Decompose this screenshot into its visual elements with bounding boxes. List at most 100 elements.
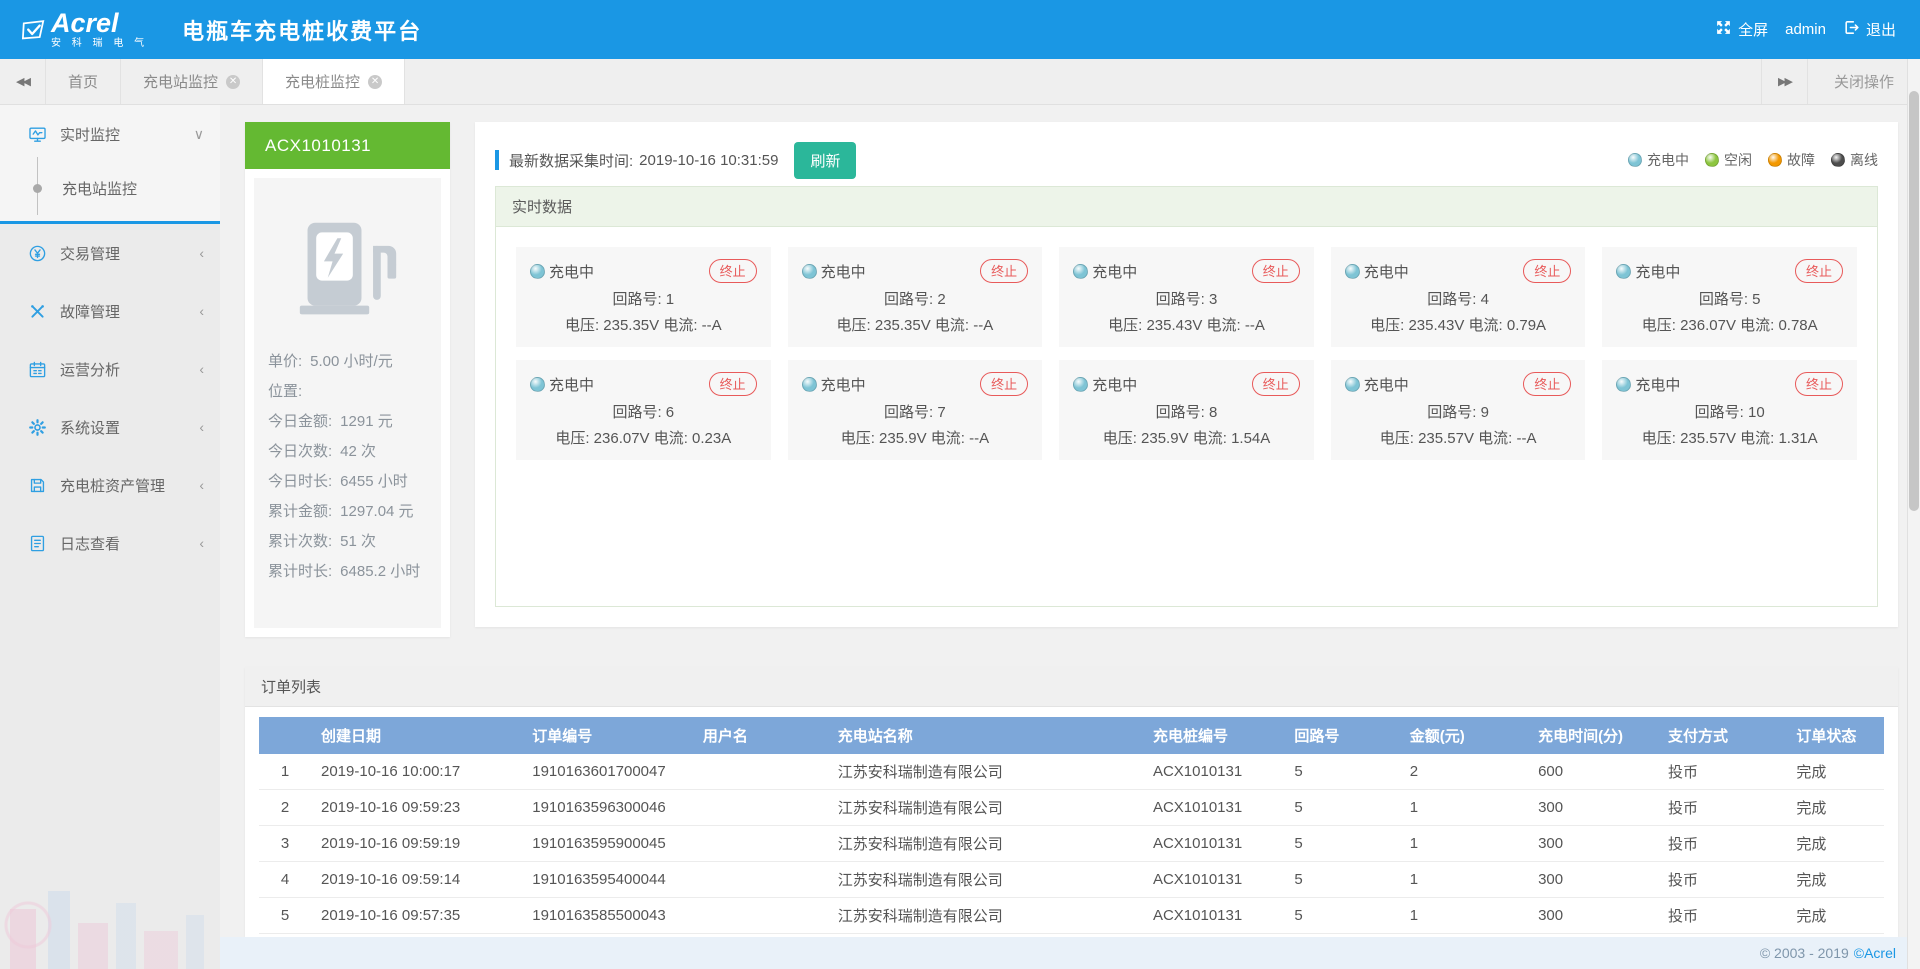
order-row[interactable]: 2 2019-10-16 09:59:23 1910163596300046 江苏安科… [259, 789, 1884, 826]
sidebar-item-system-settings[interactable]: 系统设置 ‹ [0, 398, 220, 456]
charging-status-icon [1628, 153, 1642, 167]
sidebar-item-label: 充电桩资产管理 [60, 477, 166, 495]
orders-table: 创建日期 订单编号 用户名 充电站名称 充电桩编号 回路号 金额(元) 充电时间(分) 支付方式… [259, 717, 1884, 934]
vertical-scrollbar[interactable] [1907, 59, 1920, 969]
device-stat: 今日次数: 42 次 [268, 437, 427, 467]
stat-value: 51 次 [340, 533, 377, 550]
terminate-button[interactable]: 终止 [708, 372, 757, 396]
stat-label: 今日次数: [268, 443, 333, 460]
tab-close-icon[interactable]: ✕ [368, 74, 383, 89]
sidebar-subitem-station-monitor[interactable]: 充电站监控 [0, 163, 220, 213]
charging-status-icon [801, 263, 817, 279]
fullscreen-icon [1715, 19, 1732, 40]
order-cell: 1 [259, 754, 311, 790]
brand-name: Acrel [51, 8, 119, 38]
sidebar-item-realtime-monitor[interactable]: 实时监控 ∨ [0, 105, 220, 163]
disk-icon [28, 475, 48, 495]
chevron-left-icon: ‹ [199, 419, 204, 435]
collect-time-label: 最新数据采集时间: [509, 152, 634, 170]
sidebar-item-label: 系统设置 [60, 419, 121, 437]
fullscreen-button[interactable]: 全屏 [1715, 19, 1768, 40]
calendar-icon [28, 359, 48, 379]
top-header: Acrel 安 科 瑞 电 气 电瓶车充电桩收费平台 全屏 admin 退出 [0, 0, 1920, 59]
logout-button[interactable]: 退出 [1843, 19, 1896, 40]
terminate-button[interactable]: 终止 [1794, 259, 1843, 283]
order-cell: 2 [1399, 754, 1529, 790]
sidebar-item-label: 实时监控 [60, 126, 121, 144]
legend-offline: 离线 [1831, 150, 1878, 170]
charging-status-label: 充电中 [1635, 263, 1681, 281]
device-stat: 累计金额: 1297.04 元 [268, 497, 427, 527]
page-title: 电瓶车充电桩收费平台 [182, 18, 423, 44]
circuit-number: 回路号: 4 [1427, 291, 1489, 308]
order-cell [692, 825, 828, 862]
terminate-button[interactable]: 终止 [1523, 259, 1572, 283]
sidebar-item-fault-mgmt[interactable]: 故障管理 ‹ [0, 282, 220, 340]
tab-close-icon[interactable]: ✕ [226, 74, 241, 89]
stat-label: 位置: [268, 383, 303, 400]
sidebar-item-label: 故障管理 [60, 303, 121, 321]
footer-brand-link[interactable]: ©Acrel [1853, 945, 1896, 961]
sidebar-item-log-view[interactable]: 日志查看 ‹ [0, 514, 220, 572]
order-row[interactable]: 1 2019-10-16 10:00:17 1910163601700047 江苏安科… [259, 754, 1884, 790]
charging-status-icon [1616, 263, 1632, 279]
orders-table-header: 创建日期 订单编号 用户名 充电站名称 充电桩编号 回路号 金额(元) 充电时间(分) 支付方式… [259, 717, 1884, 754]
circuit-number: 回路号: 1 [612, 291, 675, 308]
terminate-button[interactable]: 终止 [1523, 372, 1572, 396]
order-row[interactable]: 4 2019-10-16 09:59:14 1910163595400044 江苏安科… [259, 861, 1884, 898]
footer: © 2003 - 2019 ©Acrel [220, 937, 1920, 969]
terminate-button[interactable]: 终止 [1251, 372, 1300, 396]
orders-column-header: 金额(元) [1399, 717, 1529, 754]
order-cell: 江苏安科瑞制造有限公司 [827, 861, 1143, 898]
legend-label: 空闲 [1724, 152, 1752, 168]
logout-label: 退出 [1865, 22, 1896, 39]
legend-label: 充电中 [1647, 152, 1689, 168]
refresh-button[interactable]: 刷新 [794, 141, 857, 179]
order-row[interactable]: 3 2019-10-16 09:59:19 1910163595900045 江苏安科… [259, 825, 1884, 862]
gear-icon [28, 417, 48, 437]
tab-label: 首页 [68, 74, 99, 91]
voltage-current: 电压: 235.43V 电流: 0.79A [1370, 317, 1547, 334]
tabs-scroll-right-button[interactable]: ▶▶ [1760, 59, 1807, 104]
tabs-scroll-left-button[interactable]: ◀◀ [0, 59, 46, 104]
order-cell: 完成 [1786, 897, 1884, 934]
sidebar-item-operation-analysis[interactable]: 运营分析 ‹ [0, 340, 220, 398]
charging-status-label: 充电中 [1092, 376, 1138, 394]
circuit-card: 充电中 终止 回路号: 10 电压: 235.57V 电流: 1.31A [1602, 360, 1857, 460]
order-cell: 投币 [1658, 861, 1787, 898]
stat-label: 今日时长: [268, 473, 333, 490]
charging-status-icon [1344, 376, 1360, 392]
accent-bar [495, 150, 499, 170]
order-cell: 5 [1284, 861, 1400, 898]
transaction-icon [28, 243, 48, 263]
terminate-button[interactable]: 终止 [1251, 259, 1300, 283]
chevron-left-icon: ‹ [199, 303, 204, 319]
tab-pile-monitor[interactable]: 充电桩监控 ✕ [263, 59, 406, 104]
terminate-button[interactable]: 终止 [980, 372, 1029, 396]
sidebar: 实时监控 ∨ 充电站监控 交易管理 ‹ 故障管理 ‹ 运营分析 ‹ 系统设置 ‹ 充电桩资产管理 ‹ 日志… [0, 105, 220, 969]
terminate-button[interactable]: 终止 [1794, 372, 1843, 396]
circuit-number: 回路号: 9 [1427, 404, 1489, 421]
tab-station-monitor[interactable]: 充电站监控 ✕ [121, 59, 264, 104]
sidebar-item-pile-asset-mgmt[interactable]: 充电桩资产管理 ‹ [0, 456, 220, 514]
orders-column-header: 订单状态 [1786, 717, 1884, 754]
order-row[interactable]: 5 2019-10-16 09:57:35 1910163585500043 江苏安科… [259, 897, 1884, 934]
charging-status-label: 充电中 [820, 263, 866, 281]
order-cell: 2019-10-16 09:59:23 [310, 789, 523, 826]
device-stat: 今日时长: 6455 小时 [268, 467, 427, 497]
charging-status-label: 充电中 [1092, 263, 1138, 281]
order-cell: 投币 [1658, 825, 1787, 862]
tab-home[interactable]: 首页 [46, 59, 122, 104]
order-cell: 1 [1399, 897, 1529, 934]
orders-column-header [259, 717, 311, 754]
circuit-card: 充电中 终止 回路号: 2 电压: 235.35V 电流: --A [787, 247, 1043, 347]
order-cell: 1 [1399, 789, 1529, 826]
terminate-button[interactable]: 终止 [980, 259, 1029, 283]
chevron-down-icon: ∨ [193, 125, 204, 142]
order-cell: 1910163601700047 [522, 754, 693, 790]
close-operations-button[interactable]: 关闭操作 [1806, 59, 1920, 104]
username[interactable]: admin [1785, 21, 1826, 38]
sidebar-item-transaction-mgmt[interactable]: 交易管理 ‹ [0, 224, 220, 282]
scrollbar-thumb[interactable] [1909, 91, 1919, 511]
terminate-button[interactable]: 终止 [708, 259, 757, 283]
